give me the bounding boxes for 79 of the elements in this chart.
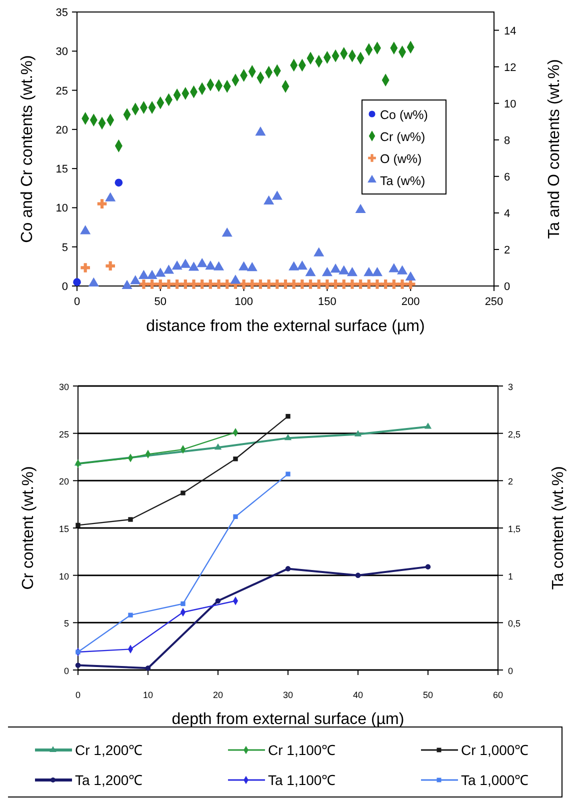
point xyxy=(285,566,291,572)
y-tick-label: 25 xyxy=(58,429,69,440)
point xyxy=(128,612,133,618)
y2-tick-label: 2 xyxy=(504,244,510,256)
y2-tick-label: 10 xyxy=(504,98,516,110)
x-tick-label: 40 xyxy=(352,690,364,700)
y2-tick-label: 1,5 xyxy=(508,524,521,534)
y2-tick-label: 8 xyxy=(504,134,510,147)
point xyxy=(180,601,186,606)
y2-axis-title: Ta and O contents (wt.%) xyxy=(546,59,563,239)
x-tick-label: 30 xyxy=(282,690,294,700)
x-tick-label: 100 xyxy=(234,296,253,308)
y-tick-label: 10 xyxy=(58,571,69,582)
y-tick-label: 5 xyxy=(62,242,68,254)
point xyxy=(233,456,238,462)
y2-tick-label: 6 xyxy=(504,171,510,184)
point xyxy=(425,564,431,570)
point xyxy=(233,514,238,519)
y-tick-label: 30 xyxy=(56,46,68,58)
x-tick-label: 50 xyxy=(154,296,167,308)
y-tick-label: 10 xyxy=(56,202,68,215)
point xyxy=(424,422,432,429)
point xyxy=(128,517,133,522)
x-axis-title: depth from external surface (µm) xyxy=(172,711,404,728)
point xyxy=(114,178,123,187)
x-tick-label: 250 xyxy=(484,296,504,308)
legend-label: Ta (w%) xyxy=(380,174,426,188)
legend-label: Ta 1,000℃ xyxy=(461,772,529,788)
legend-label: Cr (w%) xyxy=(380,130,426,144)
point xyxy=(355,572,361,578)
point xyxy=(286,414,290,419)
point xyxy=(284,434,292,440)
legend-label: O (w%) xyxy=(380,152,422,166)
x-axis-title: distance from the external surface (µm) xyxy=(146,318,425,335)
y-axis-title: Co and Cr contents (wt.%) xyxy=(19,55,36,243)
x-tick-label: 60 xyxy=(492,690,504,700)
point xyxy=(215,598,221,604)
y2-tick-label: 12 xyxy=(504,62,516,74)
y-tick-label: 30 xyxy=(58,382,69,392)
y2-tick-label: 1 xyxy=(508,571,514,582)
legend-label: Ta 1,200℃ xyxy=(75,772,143,788)
legend-label: Ta 1,100℃ xyxy=(268,772,336,788)
legend-label: Cr 1,200℃ xyxy=(75,742,143,758)
y2-tick-label: 0,5 xyxy=(508,618,521,629)
point xyxy=(180,490,186,496)
x-tick-label: 0 xyxy=(74,296,80,308)
y2-axis-title: Ta content (wt.%) xyxy=(550,466,567,590)
y-tick-label: 0 xyxy=(64,666,69,676)
y2-tick-label: 14 xyxy=(504,25,516,38)
legend-label: Cr 1,100℃ xyxy=(268,742,336,758)
x-tick-label: 0 xyxy=(75,690,81,700)
point xyxy=(76,522,80,528)
legend-label: Cr 1,000℃ xyxy=(461,742,529,758)
x-tick-label: 50 xyxy=(422,690,434,700)
y2-tick-label: 0 xyxy=(504,281,510,293)
y-tick-label: 35 xyxy=(56,7,68,19)
y-tick-label: 25 xyxy=(56,85,68,98)
y2-tick-label: 2 xyxy=(508,476,514,487)
y-tick-label: 0 xyxy=(62,281,68,293)
y-tick-label: 20 xyxy=(56,124,68,136)
x-tick-label: 20 xyxy=(212,690,224,700)
y-tick-label: 20 xyxy=(58,476,69,487)
y2-tick-label: 0 xyxy=(508,666,514,676)
x-tick-label: 10 xyxy=(142,690,154,700)
y2-tick-label: 3 xyxy=(508,382,514,392)
x-tick-label: 200 xyxy=(401,296,420,308)
point xyxy=(286,472,290,476)
y-tick-label: 15 xyxy=(58,524,69,534)
y-axis-title: Cr content (wt.%) xyxy=(20,466,37,590)
y2-tick-label: 4 xyxy=(504,208,510,220)
y-tick-label: 5 xyxy=(64,618,69,629)
point xyxy=(75,662,81,668)
point xyxy=(145,665,151,671)
point xyxy=(214,443,222,450)
y2-tick-label: 2,5 xyxy=(508,429,521,440)
legend-label: Co (w%) xyxy=(380,108,428,122)
x-tick-label: 150 xyxy=(318,296,336,308)
y-tick-label: 15 xyxy=(56,164,68,176)
point xyxy=(354,430,362,436)
